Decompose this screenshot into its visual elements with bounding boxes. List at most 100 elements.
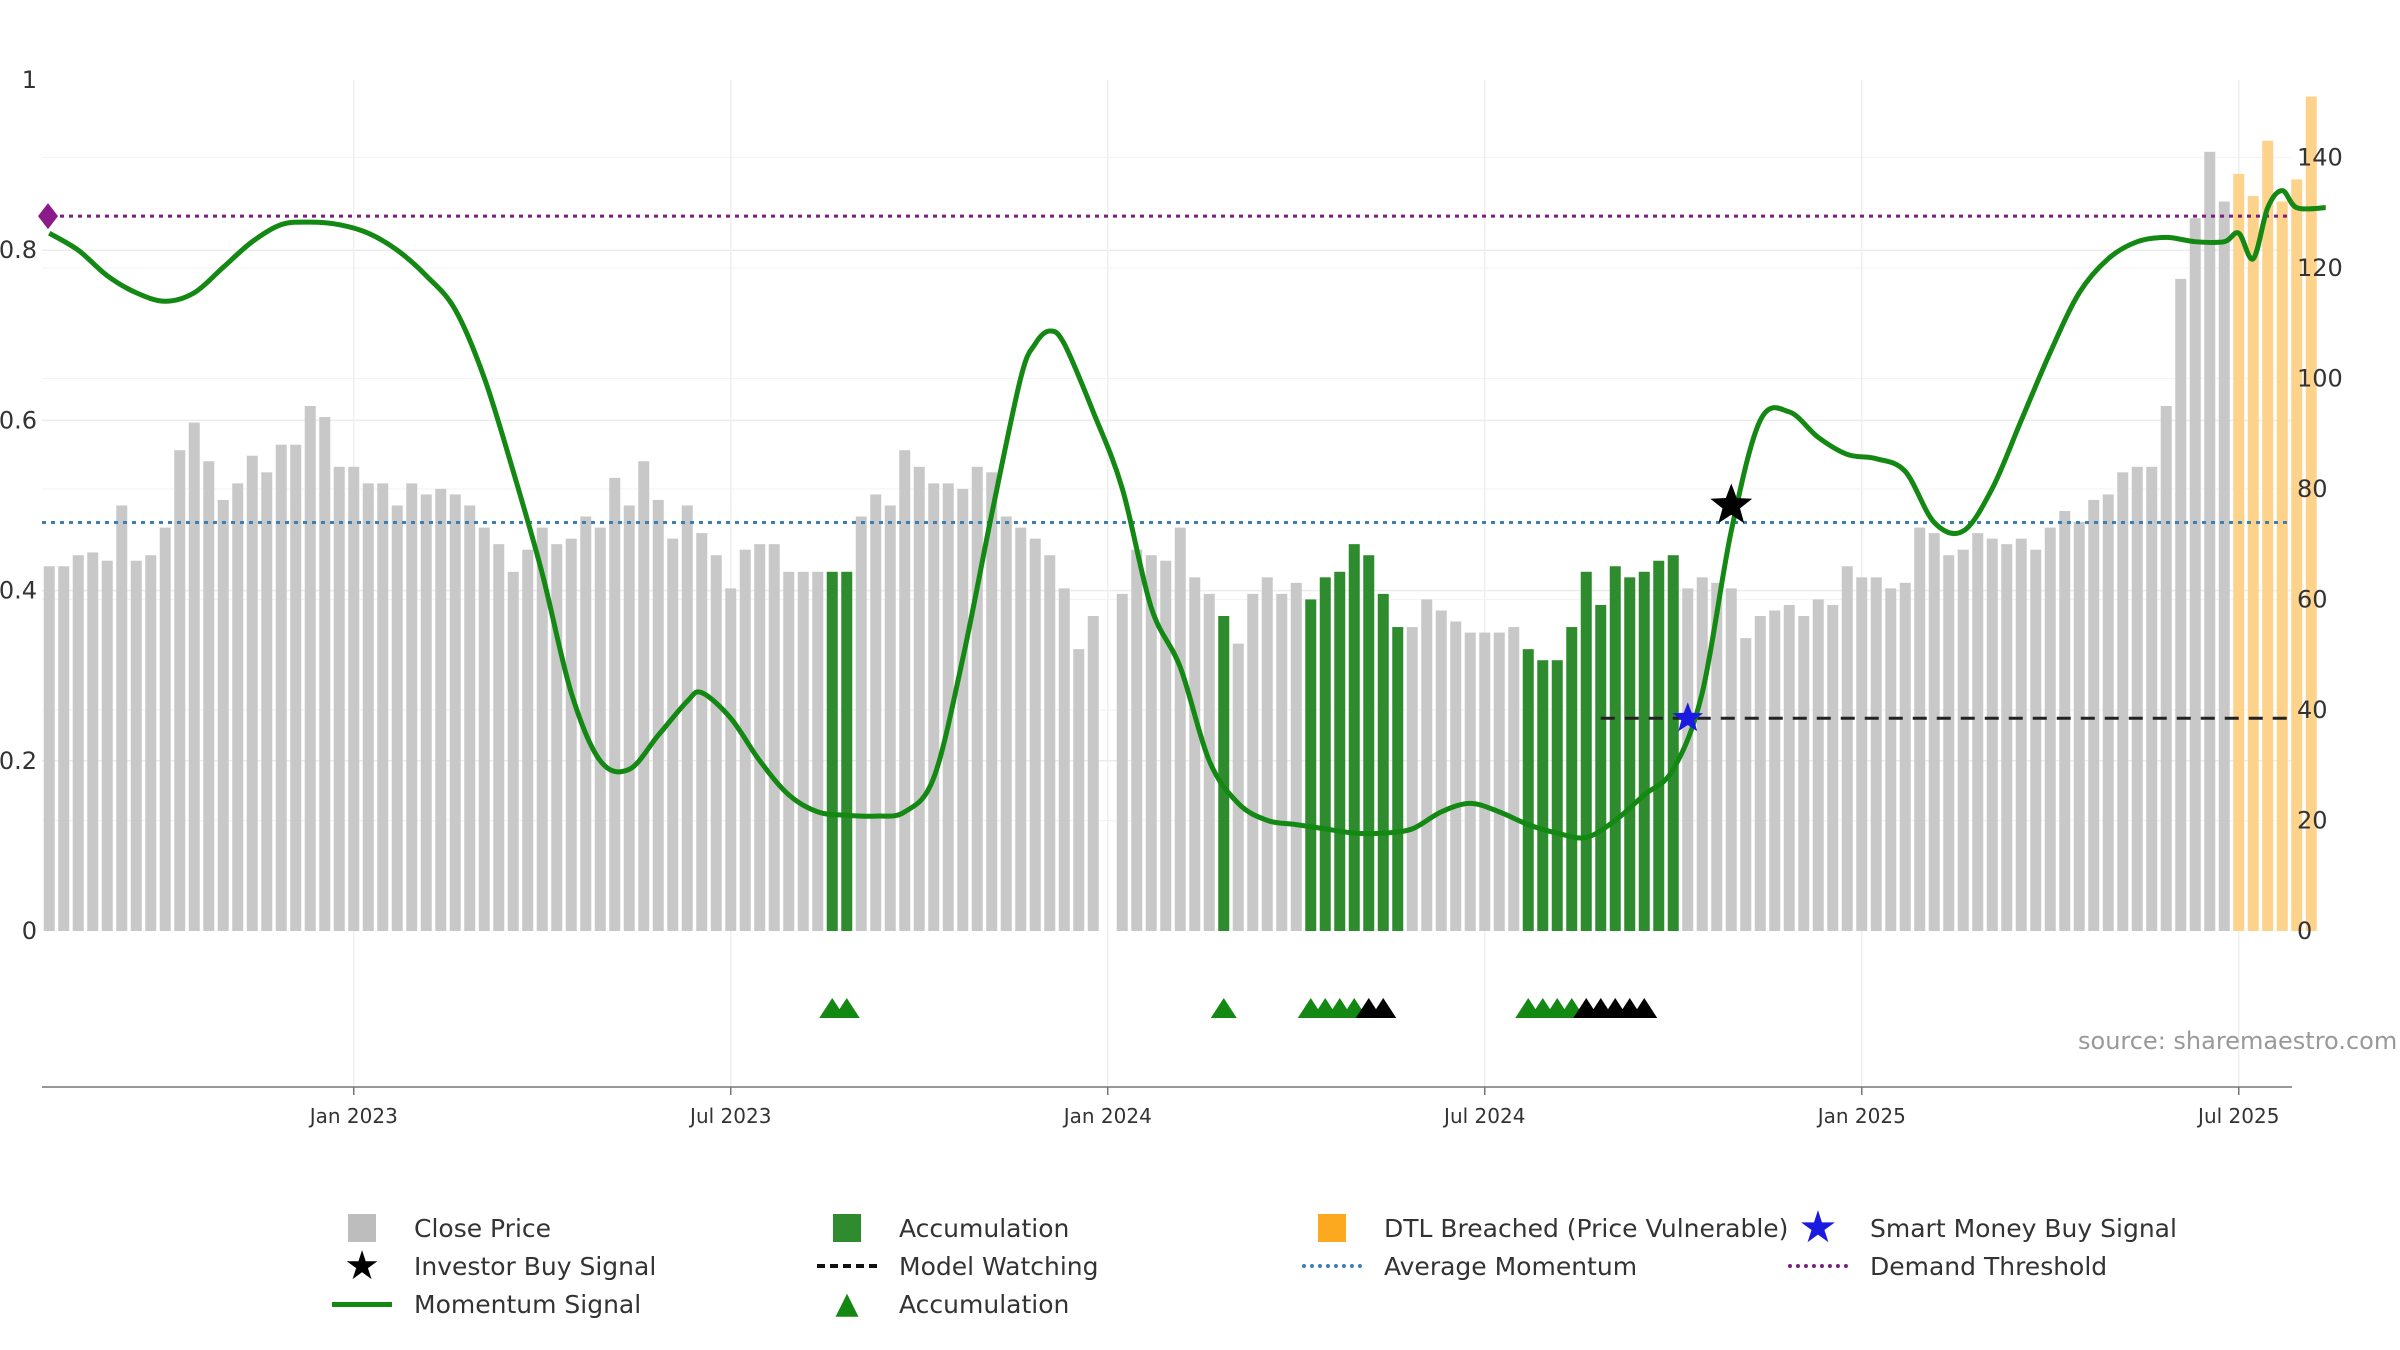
legend-accumulation-triangle: ▲ Accumulation xyxy=(815,1286,1069,1322)
close-price-bar xyxy=(1247,593,1259,931)
close-price-bar xyxy=(101,560,113,931)
close-price-bar xyxy=(1914,527,1926,931)
close-price-bar xyxy=(435,488,447,931)
close-price-bar xyxy=(145,555,157,931)
close-price-bar xyxy=(72,555,84,931)
close-price-bar xyxy=(2015,538,2027,931)
dtl-bar xyxy=(2262,140,2274,932)
right-tick-label: 40 xyxy=(2297,696,2328,724)
price-bars xyxy=(43,96,2317,932)
close-price-bar xyxy=(870,494,882,931)
close-price-bar xyxy=(246,455,258,931)
close-price-bar xyxy=(1160,560,1172,931)
close-price-bar xyxy=(1232,643,1244,931)
close-price-bar xyxy=(1986,538,1998,931)
close-price-bar xyxy=(1000,516,1012,931)
close-price-bar xyxy=(855,516,867,931)
dotted-blue-swatch xyxy=(1302,1264,1362,1268)
close-price-bar xyxy=(87,552,99,931)
x-tick-label: Jan 2023 xyxy=(308,1104,398,1128)
close-price-bar xyxy=(2102,494,2114,931)
close-price-bar xyxy=(594,527,606,931)
close-price-bar xyxy=(232,483,244,931)
right-tick-label: 20 xyxy=(2297,806,2328,834)
close-price-bar xyxy=(725,588,737,931)
close-price-bar xyxy=(319,417,331,932)
close-price-bar xyxy=(2189,218,2201,931)
investor-buy-star xyxy=(1710,483,1753,524)
legend-close-price: Close Price xyxy=(330,1210,551,1246)
legend-model-watching: Model Watching xyxy=(815,1248,1099,1284)
momentum-line-swatch xyxy=(332,1301,392,1307)
close-price-bar xyxy=(1261,577,1273,931)
close-price-bar xyxy=(1711,582,1723,931)
dtl-bar xyxy=(2233,173,2245,932)
close-price-bar xyxy=(1276,593,1288,931)
legend-investor-buy: ★ Investor Buy Signal xyxy=(330,1246,656,1286)
close-price-bar xyxy=(1827,604,1839,931)
close-price-bar xyxy=(1450,621,1462,931)
close-price-bar xyxy=(1740,638,1752,931)
close-price-bar xyxy=(1116,593,1128,931)
close-price-bar xyxy=(1957,549,1969,931)
close-price-bar xyxy=(1769,610,1781,931)
close-price-bar xyxy=(116,505,128,931)
left-tick-label: 0.8 xyxy=(0,236,37,264)
close-price-bar xyxy=(1493,632,1505,931)
close-price-bar xyxy=(1928,533,1940,931)
close-price-bar xyxy=(391,505,403,931)
close-price-bar xyxy=(1044,555,1056,931)
demand-marker xyxy=(38,203,58,230)
close-price-bar xyxy=(797,571,809,931)
accumulation-triangle xyxy=(1210,998,1237,1018)
accumulation-bar xyxy=(1551,660,1563,931)
legend-momentum-label: Momentum Signal xyxy=(414,1289,642,1319)
close-price-bar xyxy=(986,472,998,931)
legend-dtl-label: DTL Breached (Price Vulnerable) xyxy=(1384,1213,1789,1243)
close-price-bar xyxy=(275,444,287,931)
dtl-bar xyxy=(2291,179,2303,932)
close-price-bar xyxy=(188,422,200,931)
close-price-bar xyxy=(1885,588,1897,931)
close-price-bar xyxy=(1812,599,1824,931)
signal-markers xyxy=(38,203,1753,732)
legend-demand-threshold: Demand Threshold xyxy=(1786,1248,2107,1284)
blue-star-icon: ★ xyxy=(1798,1202,1838,1253)
accumulation-bar xyxy=(1566,627,1578,931)
dtl-bar xyxy=(2276,201,2288,932)
close-price-bar xyxy=(928,483,940,931)
close-price-bar xyxy=(1290,582,1302,931)
x-tick-label: Jul 2023 xyxy=(688,1104,771,1128)
accumulation-bar xyxy=(1595,604,1607,931)
close-price-bar xyxy=(304,406,316,931)
accumulation-bar xyxy=(826,571,838,931)
close-price-bar xyxy=(1464,632,1476,931)
legend: Close Price ★ Investor Buy Signal Moment… xyxy=(300,1202,2200,1340)
close-price-bar xyxy=(942,483,954,931)
close-price-bar xyxy=(464,505,476,931)
close-price-bar xyxy=(1754,616,1766,931)
x-tick-label: Jul 2025 xyxy=(2196,1104,2279,1128)
legend-average-momentum: Average Momentum xyxy=(1300,1248,1637,1284)
close-price-bar xyxy=(1015,527,1027,931)
close-price-bar xyxy=(1145,555,1157,931)
close-price-bar xyxy=(1798,616,1810,931)
accumulation-triangle xyxy=(833,998,860,1018)
close-price-bar xyxy=(174,450,186,931)
x-tick-label: Jan 2025 xyxy=(1816,1104,1906,1128)
close-price-bar xyxy=(1029,538,1041,931)
left-tick-label: 0.4 xyxy=(0,577,37,605)
accumulation-bar xyxy=(1580,571,1592,931)
close-price-bar xyxy=(377,483,389,931)
axes: Jan 2023 Jul 2023 Jan 2024 Jul 2024 Jan 2025… xyxy=(0,66,2343,1128)
close-price-bar xyxy=(580,516,592,931)
close-price-bar xyxy=(957,488,969,931)
close-price-bar xyxy=(261,472,273,931)
close-price-bar xyxy=(1058,588,1070,931)
close-price-swatch xyxy=(348,1214,376,1242)
close-price-bar xyxy=(493,544,505,931)
close-price-bar xyxy=(58,566,70,931)
close-price-bar xyxy=(1870,577,1882,931)
close-price-bar xyxy=(1421,599,1433,931)
close-price-bar xyxy=(696,533,708,931)
